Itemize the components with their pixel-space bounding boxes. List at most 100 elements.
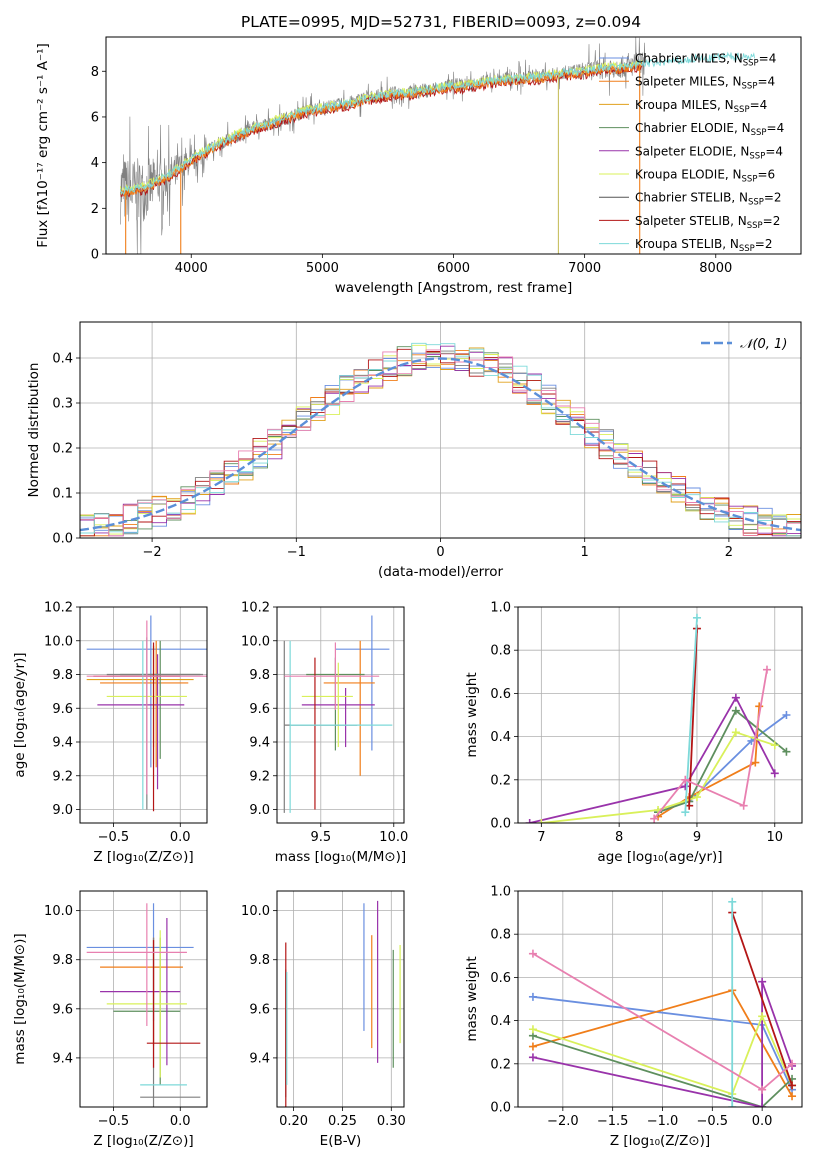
x-axis-label: mass [log₁₀(M/M⊙)]	[275, 849, 406, 865]
weight-marker	[728, 1103, 737, 1107]
x-tick-label: 9.5	[310, 830, 331, 845]
x-tick-label: 0.0	[170, 830, 191, 845]
mass-vs-Z-panel: −0.5 0.0 9.4 9.6 9.8 10.0 Z [log₁₀(Z/Z⊙)] mass …	[12, 890, 208, 1149]
x-axis-label: (data-model)/error	[378, 564, 504, 580]
weight-marker	[731, 693, 740, 702]
point-salpeter-stelib	[146, 940, 201, 1068]
y-tick-label: 10.0	[241, 904, 270, 919]
axes-frame	[517, 890, 803, 1108]
axes-frame	[276, 890, 405, 1108]
y-tick-label: 0.4	[52, 352, 73, 367]
grid	[80, 606, 207, 823]
point-pink	[86, 903, 187, 1026]
weight-marker	[788, 1092, 797, 1101]
weight-marker	[758, 1103, 767, 1107]
y-tick-label: 9.8	[52, 953, 73, 968]
weight-marker	[739, 801, 748, 810]
y-tick-label: 0	[91, 248, 99, 263]
x-tick-label: 4000	[175, 261, 208, 276]
point-chabrier-elodie	[120, 640, 201, 759]
spectrum-lines	[119, 37, 756, 254]
y-tick-label: 9.4	[249, 1051, 270, 1066]
y-tick-label: 0.8	[490, 928, 511, 943]
legend-label: Kroupa MILES, NSSP=4	[635, 98, 767, 115]
weight-line	[657, 709, 787, 814]
figure-title: PLATE=0995, MJD=52731, FIBERID=0093, z=0…	[241, 13, 641, 31]
weight-line	[532, 1013, 793, 1096]
axes-frame	[517, 606, 803, 824]
weight-marker	[537, 819, 546, 823]
y-tick-label: 0.4	[490, 730, 511, 745]
y-axis-label: mass [log₁₀(M/M⊙)]	[12, 933, 28, 1064]
weight-vs-age-panel: 7 8 9 10 0.0 0.2 0.4 0.6 0.8 1.0 age [log₁₀(age/yr…	[464, 601, 803, 865]
y-tick-label: 9.4	[52, 736, 73, 751]
error-bars	[285, 900, 401, 1107]
x-tick-label: 10.0	[379, 830, 408, 845]
age-vs-Z-panel: −0.5 0.0 9.0 9.2 9.4 9.6 9.8 10.0 10.2 Z [log₁₀(Z…	[12, 601, 208, 865]
x-tick-label: 7	[537, 830, 545, 845]
weight-marker	[751, 758, 760, 767]
point-pink	[86, 620, 207, 795]
point-salpeter-miles	[323, 640, 375, 776]
histogram-pink	[80, 349, 801, 537]
histograms	[80, 342, 801, 537]
y-tick-label: 9.4	[52, 1051, 73, 1066]
x-tick-label: 7000	[568, 261, 601, 276]
y-tick-label: 10.0	[241, 634, 270, 649]
x-tick-label: 5000	[306, 261, 339, 276]
y-axis-label: mass weight	[464, 956, 480, 1041]
weight-marker	[528, 1053, 537, 1062]
x-tick-label: −2.0	[547, 1114, 579, 1129]
x-tick-label: −1	[287, 545, 306, 560]
y-tick-label: 9.6	[52, 1002, 73, 1017]
weight-marker	[528, 992, 537, 1001]
y-axis-label: age [log₁₀(age/yr)]	[12, 652, 28, 777]
x-tick-label: 8	[615, 830, 623, 845]
weight-marker	[528, 1042, 537, 1051]
y-tick-label: 0.2	[490, 773, 511, 788]
x-tick-label: 0.0	[170, 1114, 191, 1129]
legend-label: Kroupa STELIB, NSSP=2	[635, 237, 773, 254]
weight-marker	[770, 769, 779, 778]
y-tick-label: 9.6	[52, 702, 73, 717]
point-chabrier-miles	[86, 615, 207, 768]
x-tick-label: 0.30	[377, 1114, 406, 1129]
weight-line	[731, 912, 793, 1086]
legend-label: Salpeter MILES, NSSP=4	[635, 75, 775, 92]
y-axis-label: mass weight	[464, 672, 480, 757]
weight-marker	[762, 665, 771, 674]
error-bars	[86, 903, 201, 1107]
y-tick-label: 10.2	[241, 601, 270, 616]
y-tick-label: 0.6	[490, 971, 511, 986]
gaussian-curve	[80, 357, 801, 532]
weight-marker	[681, 775, 690, 784]
y-tick-label: 0.2	[490, 1057, 511, 1072]
axes-frame	[79, 321, 802, 539]
spectrum-legend: Chabrier MILES, NSSP=4 Salpeter MILES, NS…	[599, 52, 784, 254]
grid	[80, 891, 207, 1107]
legend-label: Chabrier MILES, NSSP=4	[635, 52, 776, 69]
y-tick-label: 0.8	[490, 644, 511, 659]
weight-marker	[758, 977, 767, 986]
point-kroupa-stelib	[289, 640, 393, 813]
weight-lines	[528, 897, 797, 1107]
weight-marker	[728, 897, 737, 906]
x-tick-label: 6000	[437, 261, 470, 276]
point-salpeter-elodie	[100, 918, 181, 1066]
y-tick-label: 0.2	[52, 442, 73, 457]
y-tick-label: 9.6	[249, 1002, 270, 1017]
series-kroupa-stelib	[728, 897, 737, 1107]
y-axis-label: Flux [fλ10⁻¹⁷ erg cm⁻² s⁻¹ A⁻¹]	[35, 43, 51, 248]
spectrum-panel: 4000 5000 6000 7000 8000 0 2 4 6 8 wavelength [Ang…	[35, 36, 802, 296]
weight-marker	[758, 1085, 767, 1094]
point-pink	[284, 642, 380, 710]
mass-vs-EBV-panel: 0.20 0.25 0.30 9.4 9.6 9.8 10.0 E(B-V)	[241, 890, 406, 1149]
y-tick-label: 9.8	[249, 668, 270, 683]
y-tick-label: 9.0	[249, 803, 270, 818]
point-salpeter-stelib	[93, 642, 181, 812]
model-spectrum-kroupa-elodie	[119, 59, 643, 195]
series-pink	[650, 665, 771, 823]
grid	[277, 606, 404, 823]
x-tick-label: 0	[436, 545, 444, 560]
